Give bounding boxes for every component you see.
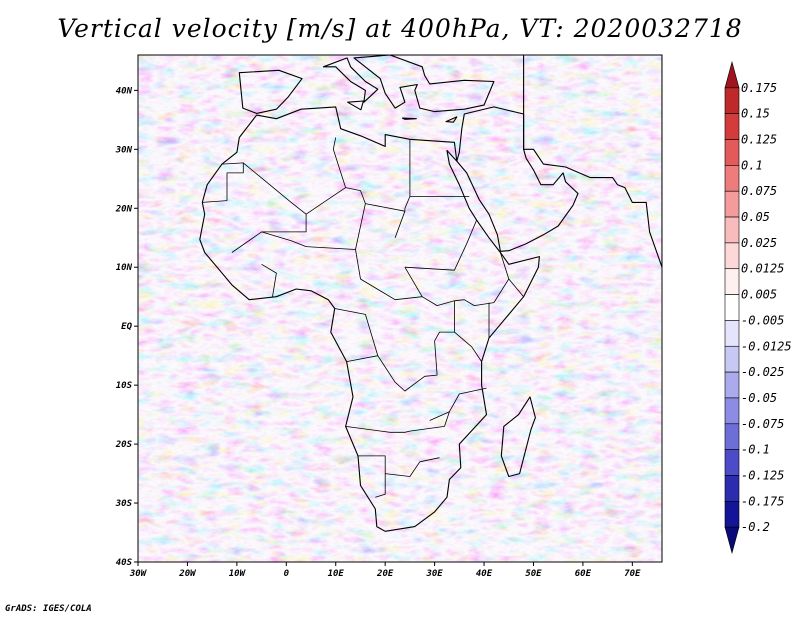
coastline-cyprus bbox=[445, 116, 458, 123]
colorbar-label: 0.025 bbox=[741, 236, 777, 250]
colorbar-swatch bbox=[724, 320, 740, 347]
colorbar-swatch bbox=[724, 423, 740, 450]
lat-tick-label: 40N bbox=[116, 86, 133, 96]
colorbar-swatch bbox=[724, 526, 740, 555]
colorbar-swatch bbox=[724, 501, 740, 528]
colorbar-swatch bbox=[724, 139, 740, 166]
colorbar-label: -0.005 bbox=[741, 313, 784, 327]
country-border bbox=[261, 214, 307, 233]
lon-tick-label: 70E bbox=[624, 569, 641, 579]
colorbar-swatch bbox=[724, 371, 740, 399]
colorbar-label: 0.175 bbox=[741, 81, 777, 95]
colorbar-label: -0.0125 bbox=[741, 339, 792, 353]
velocity-field bbox=[138, 55, 662, 562]
coastline-arabia bbox=[456, 106, 579, 252]
country-border bbox=[345, 387, 487, 433]
lat-tick-label: 20N bbox=[115, 204, 133, 214]
latitude-axis: 40N 30N 20N 10N EQ 10S 20S 30S 40S bbox=[115, 86, 138, 568]
lon-tick-label: 60E bbox=[575, 569, 592, 579]
country-border bbox=[394, 211, 406, 238]
lon-tick-label: 10E bbox=[328, 569, 345, 579]
country-border bbox=[429, 411, 450, 421]
coastline-iberia bbox=[238, 69, 303, 114]
lon-tick-label: 30W bbox=[129, 569, 148, 579]
country-border bbox=[404, 266, 423, 297]
lat-tick-label: EQ bbox=[121, 322, 132, 332]
country-border bbox=[332, 137, 346, 188]
colorbar: 0.175 0.15 0.125 0.1 0.075 0.05 0.025 0.0125 0.0… bbox=[724, 60, 792, 555]
page-title: Vertical velocity [m/s] at 400hPa, VT: 2… bbox=[57, 14, 743, 43]
country-border bbox=[500, 252, 524, 297]
colorbar-swatch bbox=[724, 294, 740, 321]
lat-tick-label: 10N bbox=[116, 263, 133, 273]
country-border bbox=[231, 231, 307, 253]
colorbar-label: 0.05 bbox=[741, 210, 770, 224]
country-border bbox=[202, 162, 244, 203]
colorbar-label: 0.0125 bbox=[741, 262, 784, 276]
coastline-italy bbox=[322, 57, 379, 103]
colorbar-swatch bbox=[724, 475, 740, 502]
coastline-crete bbox=[401, 117, 417, 120]
country-border bbox=[355, 203, 366, 250]
coastline-sicily bbox=[347, 100, 364, 111]
colorbar-swatch bbox=[724, 397, 740, 425]
colorbar-swatch bbox=[724, 345, 740, 373]
colorbar-label: -0.175 bbox=[741, 494, 784, 508]
lon-tick-label: 10W bbox=[229, 569, 247, 579]
colorbar-label: 0.15 bbox=[741, 107, 770, 121]
coastline-balkans-turkey bbox=[353, 55, 495, 113]
lat-tick-label: 20S bbox=[115, 440, 133, 450]
colorbar-label: 0.005 bbox=[741, 288, 777, 302]
country-border bbox=[385, 457, 440, 477]
colorbar-label: -0.075 bbox=[741, 417, 784, 431]
colorbar-label: -0.1 bbox=[741, 443, 770, 457]
colorbar-label: 0.075 bbox=[741, 184, 777, 198]
colorbar-swatch bbox=[724, 190, 740, 218]
coastline-persia bbox=[523, 55, 662, 268]
country-border bbox=[306, 246, 510, 306]
lon-tick-label: 40E bbox=[476, 569, 493, 579]
colorbar-label: 0.125 bbox=[741, 133, 777, 147]
colorbar-swatch bbox=[724, 449, 740, 476]
country-border bbox=[334, 308, 482, 392]
colorbar-swatch bbox=[724, 268, 740, 295]
lon-tick-label: 0 bbox=[284, 569, 290, 579]
colorbar-label: -0.2 bbox=[741, 520, 770, 534]
colorbar-swatch bbox=[724, 113, 740, 140]
colorbar-label: -0.05 bbox=[741, 391, 777, 405]
lat-tick-label: 30N bbox=[115, 145, 133, 155]
lon-tick-label: 20E bbox=[376, 569, 394, 579]
colorbar-swatch bbox=[724, 216, 740, 244]
colorbar-label: -0.025 bbox=[741, 365, 784, 379]
country-border bbox=[404, 219, 477, 271]
lat-tick-label: 40S bbox=[116, 558, 133, 568]
coastline-africa bbox=[199, 106, 540, 532]
lon-tick-label: 50E bbox=[525, 569, 542, 579]
lon-tick-label: 20W bbox=[178, 569, 197, 579]
lat-tick-label: 30S bbox=[115, 499, 133, 509]
colorbar-swatch bbox=[724, 60, 740, 89]
lon-tick-label: 30E bbox=[425, 569, 443, 579]
colorbar-swatch bbox=[724, 87, 740, 114]
country-border bbox=[243, 139, 411, 215]
coastlines bbox=[199, 55, 691, 532]
colorbar-swatch bbox=[724, 165, 740, 192]
grads-credit: GrADS: IGES/COLA bbox=[5, 604, 92, 614]
colorbar-label: 0.1 bbox=[741, 158, 763, 172]
country-border bbox=[346, 355, 378, 362]
colorbar-label: -0.125 bbox=[741, 468, 784, 482]
longitude-axis: 30W 20W 10W 0 10E 20E 30E 40E 50E 60E 70E bbox=[129, 562, 641, 579]
colorbar-swatch bbox=[724, 242, 740, 270]
coastline-madagascar bbox=[500, 396, 536, 478]
map-frame bbox=[137, 54, 663, 563]
country-border bbox=[261, 263, 277, 297]
lat-tick-label: 10S bbox=[116, 381, 133, 391]
coastline-sri-lanka bbox=[681, 268, 691, 290]
